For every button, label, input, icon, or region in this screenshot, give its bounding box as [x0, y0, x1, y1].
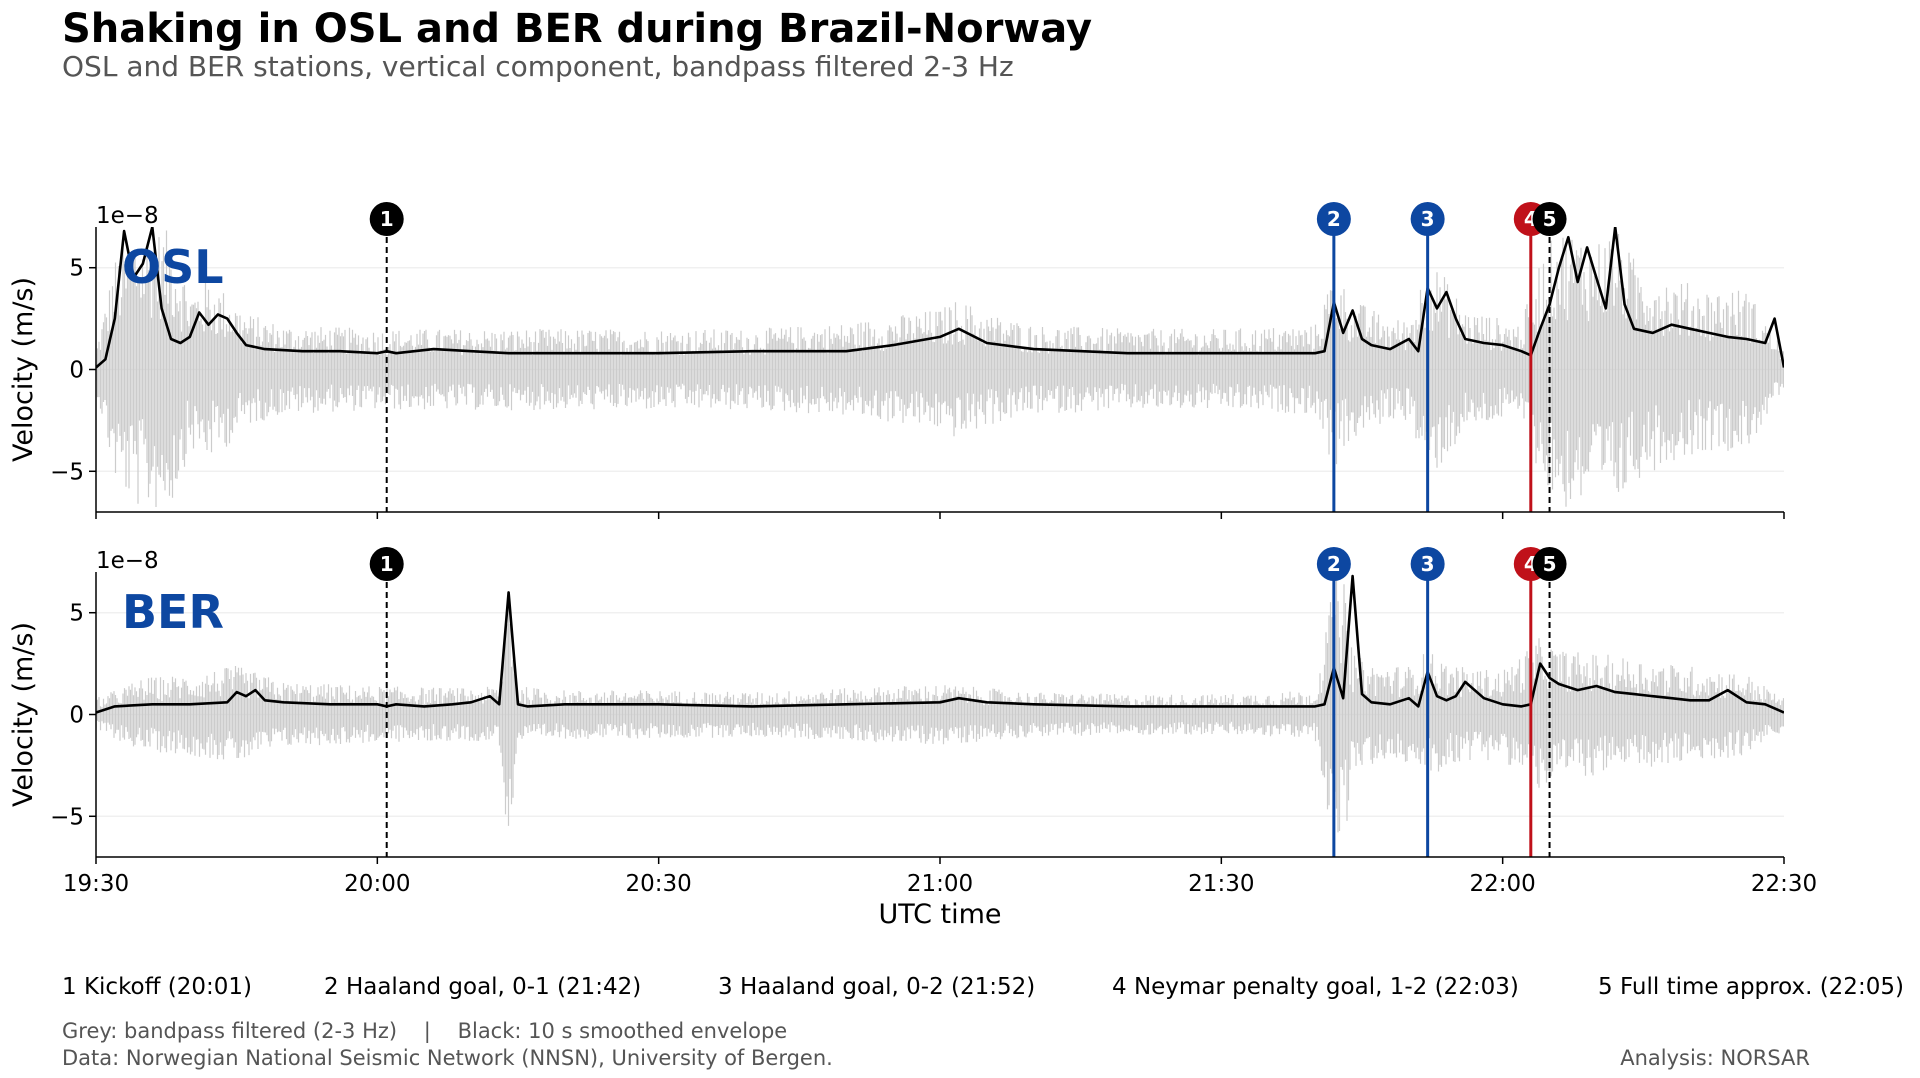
chart-subtitle: OSL and BER stations, vertical component… — [62, 50, 1014, 83]
event-marker-label-3: 3 — [1421, 207, 1435, 231]
event-marker-label-1: 1 — [380, 207, 394, 231]
event-marker-label-3: 3 — [1421, 552, 1435, 576]
event-marker-2 — [1316, 202, 1351, 236]
data-source-note: Data: Norwegian National Seismic Network… — [62, 1046, 833, 1070]
envelope-line — [96, 227, 1784, 369]
filtered-trace — [96, 230, 1784, 507]
event-legend: 1 Kickoff (20:01) 2 Haaland goal, 0-1 (2… — [62, 974, 1904, 1010]
y-tick-label: −5 — [50, 459, 84, 485]
station-label: OSL — [122, 240, 224, 294]
y-scale-label: 1e−8 — [96, 203, 159, 229]
event-marker-2 — [1316, 547, 1351, 581]
legend-item-kickoff: 1 Kickoff (20:01) — [62, 974, 253, 1000]
y-tick-label: −5 — [50, 804, 84, 830]
x-tick-label: 21:00 — [907, 871, 973, 897]
legend-item-full-time: 5 Full time approx. (22:05) — [1598, 974, 1904, 1000]
color-note: Grey: bandpass filtered (2-3 Hz) | Black… — [62, 1019, 788, 1043]
x-tick-label: 20:30 — [626, 871, 692, 897]
legend-item-goal-1: 2 Haaland goal, 0-1 (21:42) — [324, 974, 642, 1000]
event-marker-3 — [1410, 547, 1445, 581]
analysis-credit: Analysis: NORSAR — [1620, 1046, 1810, 1070]
y-tick-label: 0 — [69, 703, 84, 729]
filtered-trace — [96, 580, 1784, 833]
event-marker-1 — [369, 202, 404, 236]
event-marker-5 — [1532, 547, 1567, 581]
event-marker-label-2: 2 — [1327, 207, 1341, 231]
chart-title: Shaking in OSL and BER during Brazil-Nor… — [62, 6, 1093, 52]
x-tick-label: 19:30 — [63, 871, 129, 897]
x-axis-label: UTC time — [878, 899, 1001, 930]
station-label: BER — [122, 585, 224, 639]
event-marker-label-5: 5 — [1543, 207, 1557, 231]
y-tick-label: 0 — [69, 358, 84, 384]
x-tick-label: 21:30 — [1188, 871, 1254, 897]
envelope-line — [96, 574, 1784, 714]
legend-item-goal-2: 3 Haaland goal, 0-2 (21:52) — [718, 974, 1036, 1000]
event-marker-label-5: 5 — [1543, 552, 1557, 576]
event-marker-label-1: 1 — [380, 552, 394, 576]
event-marker-1 — [369, 547, 404, 581]
x-tick-label: 22:00 — [1470, 871, 1536, 897]
event-marker-3 — [1410, 202, 1445, 236]
legend-item-goal-3: 4 Neymar penalty goal, 1-2 (22:03) — [1112, 974, 1519, 1000]
y-axis-label: Velocity (m/s) — [8, 622, 39, 807]
event-marker-label-2: 2 — [1327, 552, 1341, 576]
x-tick-label: 22:30 — [1751, 871, 1817, 897]
y-tick-label: 5 — [69, 601, 84, 627]
x-tick-label: 20:00 — [344, 871, 410, 897]
y-scale-label: 1e−8 — [96, 548, 159, 574]
event-marker-5 — [1532, 202, 1567, 236]
y-tick-label: 5 — [69, 256, 84, 282]
y-axis-label: Velocity (m/s) — [8, 277, 39, 462]
